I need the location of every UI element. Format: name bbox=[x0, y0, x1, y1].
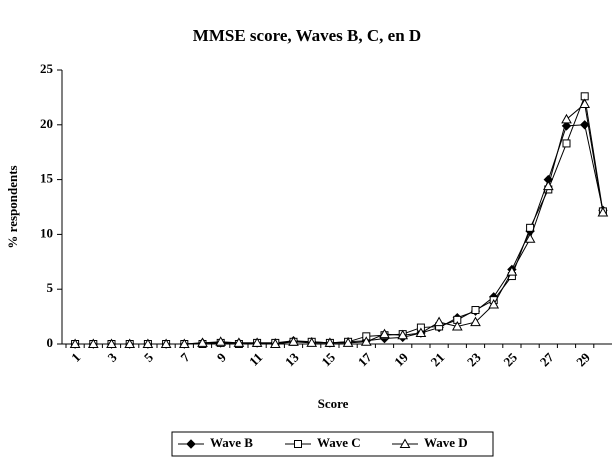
point bbox=[542, 180, 554, 191]
point bbox=[215, 336, 227, 346]
point bbox=[562, 139, 571, 148]
point bbox=[471, 306, 480, 315]
series-line bbox=[75, 94, 604, 345]
x-tick-label: 3 bbox=[105, 349, 121, 365]
point bbox=[124, 338, 136, 348]
point bbox=[69, 338, 81, 348]
point bbox=[288, 336, 299, 346]
legend-label: Wave D bbox=[424, 435, 468, 450]
legend-label: Wave C bbox=[317, 435, 361, 450]
point bbox=[186, 439, 196, 449]
point bbox=[233, 337, 245, 347]
point bbox=[397, 329, 409, 340]
x-axis-label: Score bbox=[318, 396, 349, 411]
point bbox=[470, 316, 481, 327]
x-tick-label: 17 bbox=[355, 349, 375, 369]
x-tick-label: 15 bbox=[318, 349, 338, 369]
x-tick-label: 11 bbox=[246, 350, 265, 369]
x-tick-label: 25 bbox=[500, 349, 520, 369]
point bbox=[178, 338, 190, 348]
point bbox=[415, 327, 427, 338]
legend-label: Wave B bbox=[210, 435, 253, 450]
x-tick-label: 13 bbox=[282, 349, 302, 369]
point bbox=[506, 266, 518, 276]
series-line bbox=[75, 124, 604, 345]
y-axis-label: % respondents bbox=[5, 165, 20, 248]
y-tick-label: 0 bbox=[47, 335, 54, 350]
point bbox=[379, 328, 390, 339]
y-tick-label: 25 bbox=[40, 61, 54, 76]
point bbox=[160, 338, 172, 348]
x-tick-label: 29 bbox=[573, 349, 593, 369]
point bbox=[561, 113, 572, 124]
x-tick-label: 21 bbox=[428, 350, 448, 370]
y-tick-label: 10 bbox=[40, 225, 53, 240]
series-line bbox=[75, 103, 604, 345]
y-tick-label: 5 bbox=[47, 280, 54, 295]
x-tick-label: 1 bbox=[68, 350, 83, 365]
chart-title: MMSE score, Waves B, C, en D bbox=[193, 26, 421, 45]
x-tick-label: 9 bbox=[214, 349, 230, 365]
x-tick-label: 27 bbox=[537, 349, 557, 369]
point bbox=[399, 438, 411, 448]
y-tick-label: 20 bbox=[40, 116, 53, 131]
point bbox=[324, 337, 336, 347]
point bbox=[251, 337, 263, 347]
x-tick-label: 5 bbox=[141, 349, 157, 365]
legend-box bbox=[171, 431, 494, 457]
point bbox=[524, 233, 536, 243]
point bbox=[579, 120, 590, 130]
x-tick-label: 7 bbox=[177, 349, 193, 365]
point bbox=[451, 320, 463, 331]
point bbox=[306, 337, 318, 347]
point bbox=[269, 338, 281, 348]
point bbox=[597, 206, 609, 217]
point bbox=[342, 337, 354, 347]
point bbox=[142, 338, 154, 348]
point bbox=[488, 299, 500, 309]
x-tick-label: 23 bbox=[464, 349, 484, 369]
point bbox=[360, 336, 372, 346]
point bbox=[579, 98, 591, 108]
y-tick-label: 15 bbox=[40, 171, 54, 186]
point bbox=[294, 440, 302, 448]
x-tick-label: 19 bbox=[391, 349, 411, 369]
point bbox=[197, 337, 208, 347]
point bbox=[433, 316, 445, 327]
point bbox=[106, 338, 117, 348]
point bbox=[87, 338, 99, 348]
